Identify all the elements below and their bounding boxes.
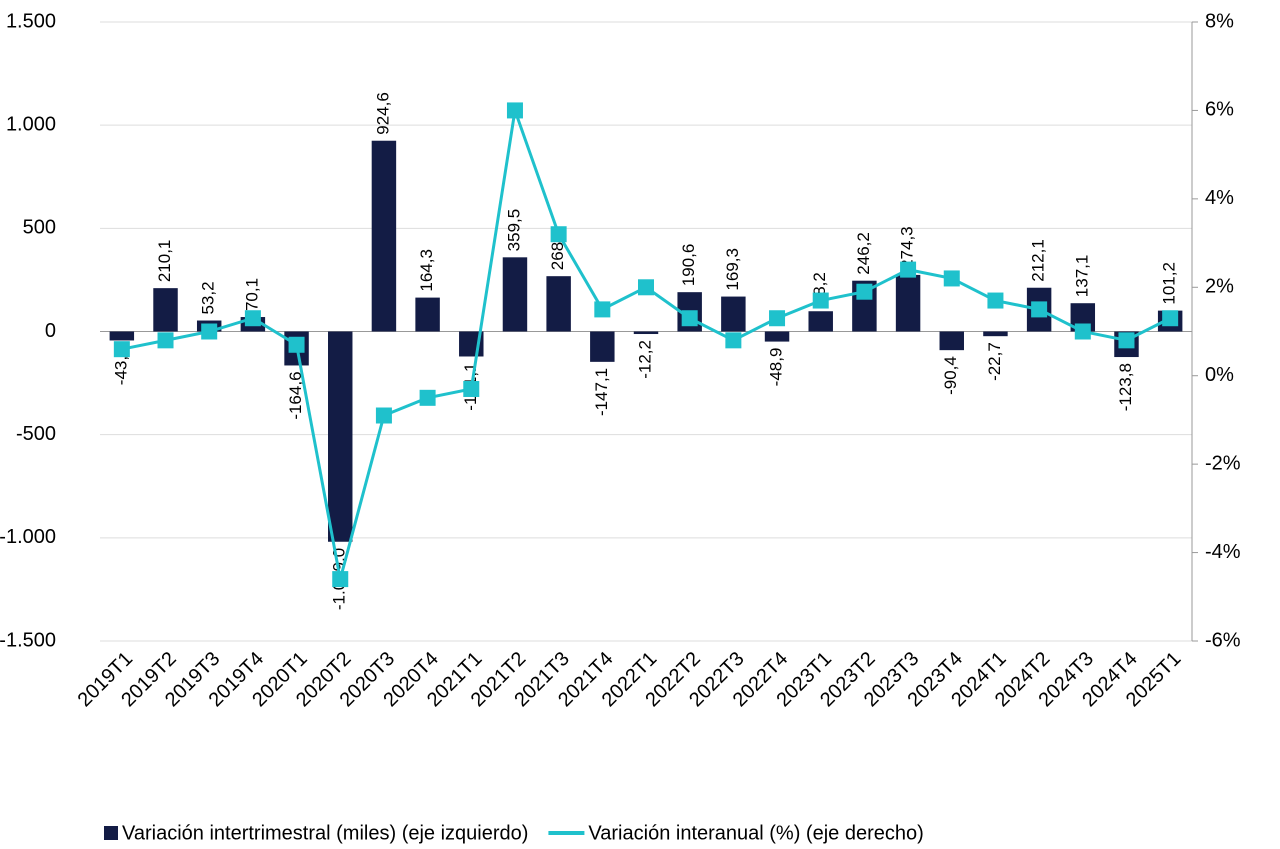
value-label: 246,2 <box>854 232 873 275</box>
line-marker <box>1162 310 1179 327</box>
value-label: -90,4 <box>941 356 960 395</box>
line-marker <box>506 102 523 119</box>
line-marker <box>1031 301 1048 318</box>
line-marker <box>201 323 218 340</box>
value-label: 212,1 <box>1029 239 1048 282</box>
bar <box>983 331 1008 337</box>
legend-swatch <box>104 826 118 840</box>
bar <box>328 331 353 542</box>
y-tick-label: 500 <box>23 217 56 239</box>
bar <box>633 331 659 335</box>
line-marker <box>638 279 654 296</box>
line-marker <box>769 310 786 327</box>
y-tick-label: -1.500 <box>0 629 56 651</box>
bar <box>721 296 746 332</box>
y-tick-label: 0 <box>45 320 56 342</box>
y2-tick-label: 2% <box>1205 276 1234 298</box>
bar <box>590 331 615 362</box>
value-label: 169,3 <box>723 248 742 291</box>
line-marker <box>1118 332 1135 349</box>
bar <box>415 297 440 332</box>
line-marker <box>550 226 567 243</box>
bar <box>895 274 921 332</box>
y2-tick-label: -4% <box>1205 541 1241 563</box>
value-label: 137,1 <box>1072 255 1091 298</box>
y2-tick-label: 8% <box>1205 10 1234 32</box>
line-marker <box>594 301 611 318</box>
bar <box>371 140 397 332</box>
value-label: -48,9 <box>767 348 786 387</box>
y-tick-label: -500 <box>16 423 56 445</box>
value-label: -164,6 <box>286 371 305 419</box>
y-tick-label: -1.000 <box>0 526 56 548</box>
bar <box>808 311 833 332</box>
value-label: -12,2 <box>635 340 654 379</box>
value-label: 274,3 <box>898 226 917 269</box>
value-label: -147,1 <box>592 368 611 416</box>
line-marker <box>244 310 261 327</box>
y2-tick-label: 0% <box>1205 364 1234 386</box>
value-label: 164,3 <box>417 249 436 292</box>
line-marker <box>157 332 174 349</box>
bar <box>764 331 790 342</box>
bar <box>153 288 178 332</box>
value-label: -123,8 <box>1116 363 1135 411</box>
value-label: 101,2 <box>1160 262 1179 305</box>
value-label: 53,2 <box>199 281 218 314</box>
value-label: 924,6 <box>373 92 392 135</box>
y2-tick-label: -2% <box>1205 452 1241 474</box>
y2-tick-label: 6% <box>1205 99 1234 121</box>
line-marker <box>900 261 917 278</box>
value-label: 70,1 <box>242 278 261 311</box>
value-label: -22,7 <box>985 342 1004 381</box>
y2-tick-label: 4% <box>1205 187 1234 209</box>
y-tick-label: 1.500 <box>6 10 56 32</box>
line-marker <box>288 336 305 353</box>
line-marker <box>812 292 829 309</box>
line-marker <box>332 571 349 588</box>
bar <box>939 331 964 351</box>
line-marker <box>856 283 873 300</box>
line-marker <box>987 292 1004 309</box>
line-marker <box>1074 323 1091 340</box>
line-marker <box>113 341 130 358</box>
line-marker <box>943 270 960 287</box>
legend-label: Variación interanual (%) (eje derecho) <box>588 822 923 844</box>
bar <box>502 257 528 332</box>
legend-label: Variación intertrimestral (miles) (eje i… <box>122 822 528 844</box>
value-label: 190,6 <box>679 244 698 287</box>
line-marker <box>463 380 480 397</box>
line-marker <box>419 389 436 406</box>
line-marker <box>725 332 742 349</box>
line-marker <box>681 310 698 327</box>
line-marker <box>375 407 392 424</box>
value-label: 359,5 <box>504 209 523 252</box>
bar <box>546 276 571 332</box>
bar <box>109 331 135 341</box>
y2-tick-label: -6% <box>1205 629 1241 651</box>
value-label: 210,1 <box>155 240 174 283</box>
y-tick-label: 1.000 <box>6 113 56 135</box>
